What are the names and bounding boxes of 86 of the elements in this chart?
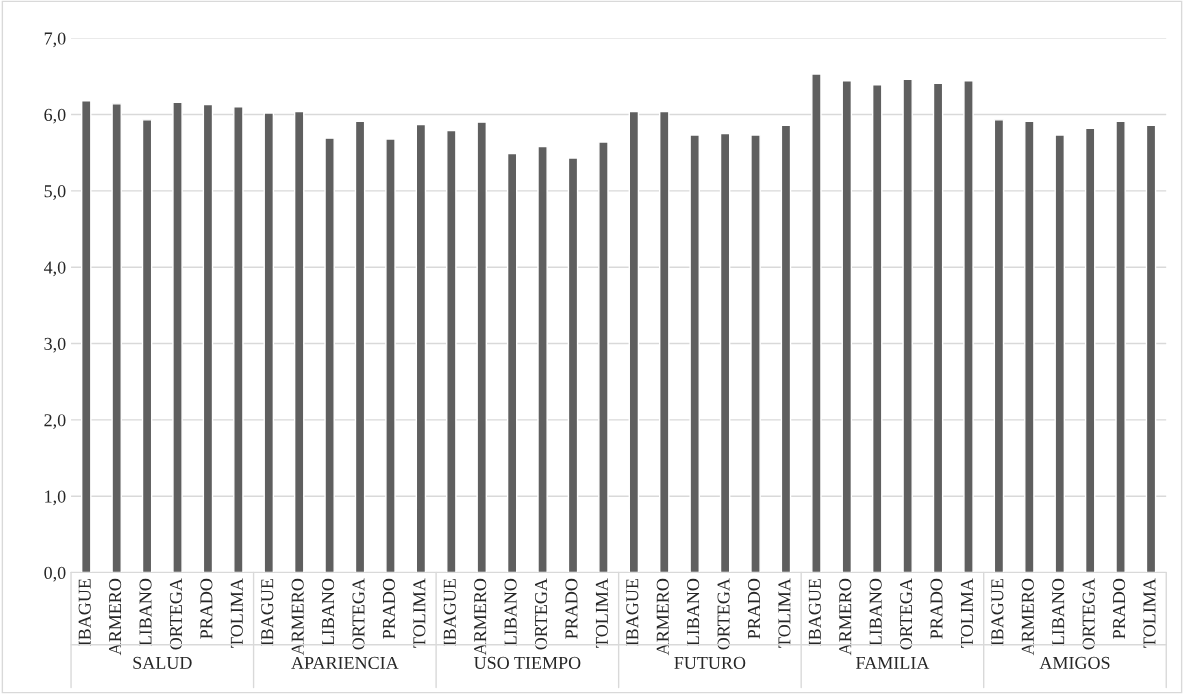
y-tick-label: 1,0 (45, 490, 66, 506)
x-tick-label: PRADO (565, 578, 578, 639)
bar (446, 129, 457, 573)
text: USO TIEMPO (473, 656, 581, 669)
x-tick-label: TOLIMA (595, 578, 608, 648)
x-tick-label: PRADO (747, 578, 761, 639)
y-tick-label: 4,0 (43, 261, 66, 277)
bar (811, 73, 822, 573)
text: APARIENCIA (291, 656, 399, 669)
bar (506, 152, 518, 573)
bar (1084, 127, 1096, 573)
bar (1024, 120, 1035, 573)
bar (80, 100, 92, 573)
bar (963, 80, 974, 573)
x-tick-label: LIBANO (687, 578, 700, 646)
x-tick-label: ARMERO (1021, 578, 1034, 656)
bar (476, 121, 487, 573)
x-tick-label: TOLIMA (778, 578, 791, 648)
bar (385, 138, 396, 573)
x-tick-label: TOLIMA (960, 578, 974, 648)
bar (628, 110, 640, 573)
bar (1115, 120, 1126, 573)
x-tick-label: ARMERO (839, 578, 852, 656)
bar (172, 101, 183, 573)
x-tick-label: LIBANO (504, 578, 517, 646)
x-tick-label: PRADO (930, 578, 943, 639)
bar (567, 157, 579, 573)
x-tick-label: ORTEGA (352, 578, 365, 650)
bar (902, 78, 913, 573)
x-tick-label: PRADO (1112, 578, 1126, 639)
y-tick-label: 2,0 (44, 414, 66, 429)
bar (141, 119, 153, 573)
bar (750, 134, 761, 573)
bar (293, 110, 305, 573)
x-tick-label: ARMERO (474, 578, 487, 656)
bar (1145, 124, 1157, 573)
x-tick-label: LIBANO (869, 578, 882, 646)
y-tick-label: 7,0 (44, 32, 66, 48)
x-tick-label: PRADO (382, 578, 395, 639)
bar (324, 137, 335, 573)
text: AMIGOS (1039, 656, 1110, 669)
bar (689, 134, 700, 573)
bar (780, 124, 792, 573)
bar (202, 103, 214, 573)
x-tick-label: IBAGUE (626, 579, 639, 646)
bar (415, 123, 427, 573)
x-tick-label: IBAGUE (443, 579, 456, 646)
bar (1054, 134, 1066, 573)
x-tick-label: ORTEGA (900, 578, 913, 650)
x-tick-label: LIBANO (1052, 578, 1065, 646)
x-tick-label: ORTEGA (1082, 578, 1095, 650)
x-tick-label: TOLIMA (413, 578, 426, 648)
x-tick-label: TOLIMA (230, 578, 243, 648)
x-tick-label: ORTEGA (717, 578, 730, 650)
bar (993, 119, 1005, 573)
y-tick-label: 3,0 (44, 337, 66, 353)
bar (598, 141, 609, 573)
bar (537, 145, 548, 573)
x-tick-label: ORTEGA (169, 578, 183, 650)
bar (111, 103, 122, 573)
text: SALUD (133, 656, 192, 669)
bar (233, 106, 244, 573)
y-tick-label: 6,0 (44, 108, 66, 124)
y-tick-label: 0,0 (44, 566, 66, 582)
x-tick-label: ARMERO (656, 578, 669, 656)
bar (871, 84, 883, 573)
text: FAMILIA (856, 656, 930, 669)
bar (841, 80, 853, 573)
x-tick-label: PRADO (200, 578, 213, 639)
bar (263, 112, 275, 573)
x-tick-label: ARMERO (109, 578, 122, 656)
x-tick-label: ORTEGA (534, 578, 548, 650)
text: FUTURO (674, 656, 746, 669)
x-tick-label: IBAGUE (808, 579, 821, 646)
x-tick-label: TOLIMA (1143, 578, 1156, 648)
x-tick-label: ARMERO (291, 578, 304, 656)
bar (932, 82, 944, 573)
bar (719, 132, 731, 573)
x-tick-label: LIBANO (322, 578, 335, 646)
bar (354, 120, 366, 573)
x-tick-label: IBAGUE (991, 579, 1004, 646)
x-tick-label: IBAGUE (261, 579, 274, 646)
x-tick-label: LIBANO (139, 578, 152, 646)
y-tick-label: 5,0 (44, 185, 66, 200)
bar (659, 110, 670, 573)
x-tick-label: IBAGUE (78, 579, 91, 646)
